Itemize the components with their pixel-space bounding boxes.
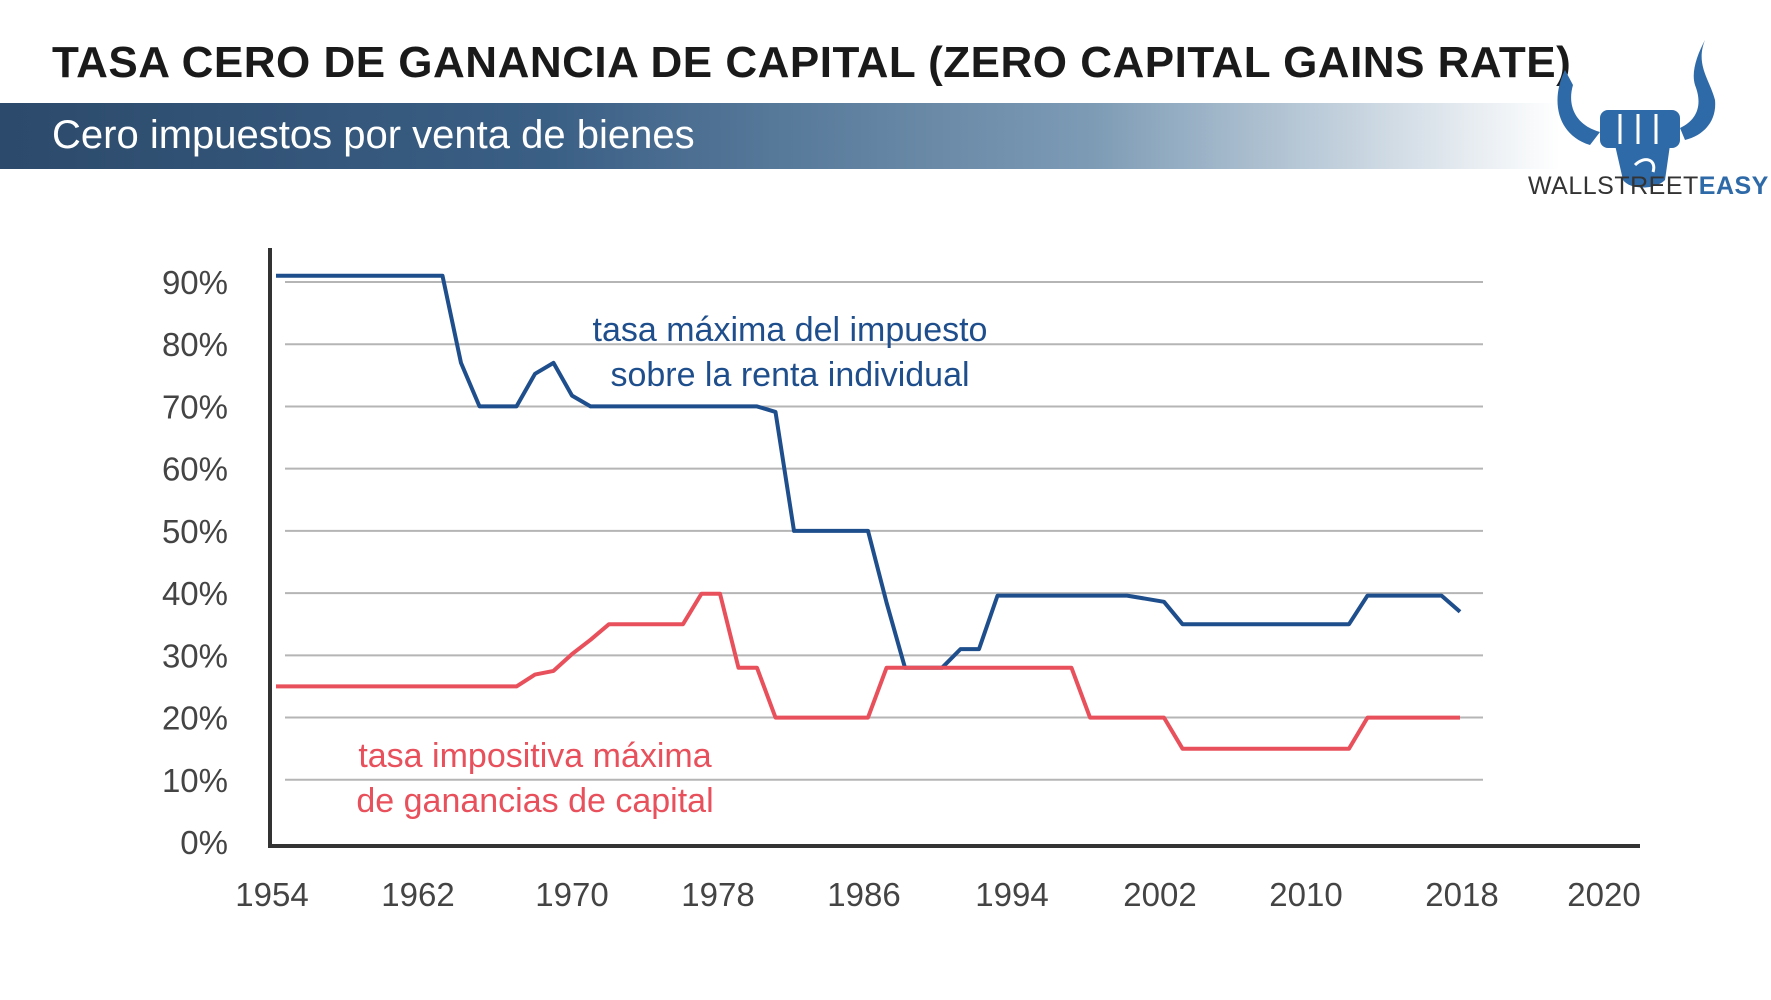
x-tick-label: 2018 bbox=[1425, 876, 1498, 913]
series-label-0-line-0: tasa máxima del impuesto bbox=[593, 311, 988, 349]
page-title: TASA CERO DE GANANCIA DE CAPITAL (ZERO C… bbox=[52, 38, 1572, 87]
y-tick-label: 50% bbox=[162, 513, 228, 550]
y-tick-label: 0% bbox=[180, 824, 228, 861]
x-tick-label: 1962 bbox=[381, 876, 454, 913]
y-tick-label: 70% bbox=[162, 388, 228, 425]
y-axis-ticks: 0% 10% 20% 30% 40% 50% 60% 70% 80% 90% bbox=[162, 264, 228, 861]
x-tick-label: 1970 bbox=[535, 876, 608, 913]
y-tick-label: 40% bbox=[162, 575, 228, 612]
subtitle-band: Cero impuestos por venta de bienes bbox=[0, 103, 1560, 169]
series-line-1 bbox=[276, 591, 1460, 751]
series-lines bbox=[276, 273, 1462, 751]
series-label-0-line-1: sobre la renta individual bbox=[610, 356, 969, 394]
y-tick-label: 80% bbox=[162, 326, 228, 363]
x-tick-label: 1978 bbox=[681, 876, 754, 913]
series-label-1-line-1: de ganancias de capital bbox=[356, 782, 713, 820]
y-tick-label: 20% bbox=[162, 700, 228, 737]
x-tick-label: 1986 bbox=[827, 876, 900, 913]
bull-fist-icon bbox=[1557, 40, 1716, 188]
grid-lines bbox=[285, 281, 1483, 781]
x-axis-ticks: 1954 1962 1970 1978 1986 1994 2002 2010 2018 2020 bbox=[235, 876, 1640, 913]
series-line-0 bbox=[276, 273, 1462, 670]
y-tick-label: 60% bbox=[162, 451, 228, 488]
brand-name: WALLSTREETEASY bbox=[1528, 172, 1769, 201]
brand-part1: WALLSTREET bbox=[1528, 172, 1699, 200]
x-tick-label: 2002 bbox=[1123, 876, 1196, 913]
x-tick-label: 1954 bbox=[235, 876, 308, 913]
axes bbox=[268, 248, 1640, 848]
page-subtitle: Cero impuestos por venta de bienes bbox=[52, 113, 695, 157]
x-tick-label: 1994 bbox=[975, 876, 1048, 913]
series-label-1-line-0: tasa impositiva máxima bbox=[358, 737, 711, 775]
y-tick-label: 90% bbox=[162, 264, 228, 301]
y-tick-label: 30% bbox=[162, 637, 228, 674]
y-tick-label: 10% bbox=[162, 762, 228, 799]
series-labels: tasa máxima del impuesto sobre la renta i… bbox=[356, 311, 987, 820]
x-tick-label: 2010 bbox=[1269, 876, 1342, 913]
x-tick-label: 2020 bbox=[1567, 876, 1640, 913]
brand-part2: EASY bbox=[1698, 172, 1769, 200]
